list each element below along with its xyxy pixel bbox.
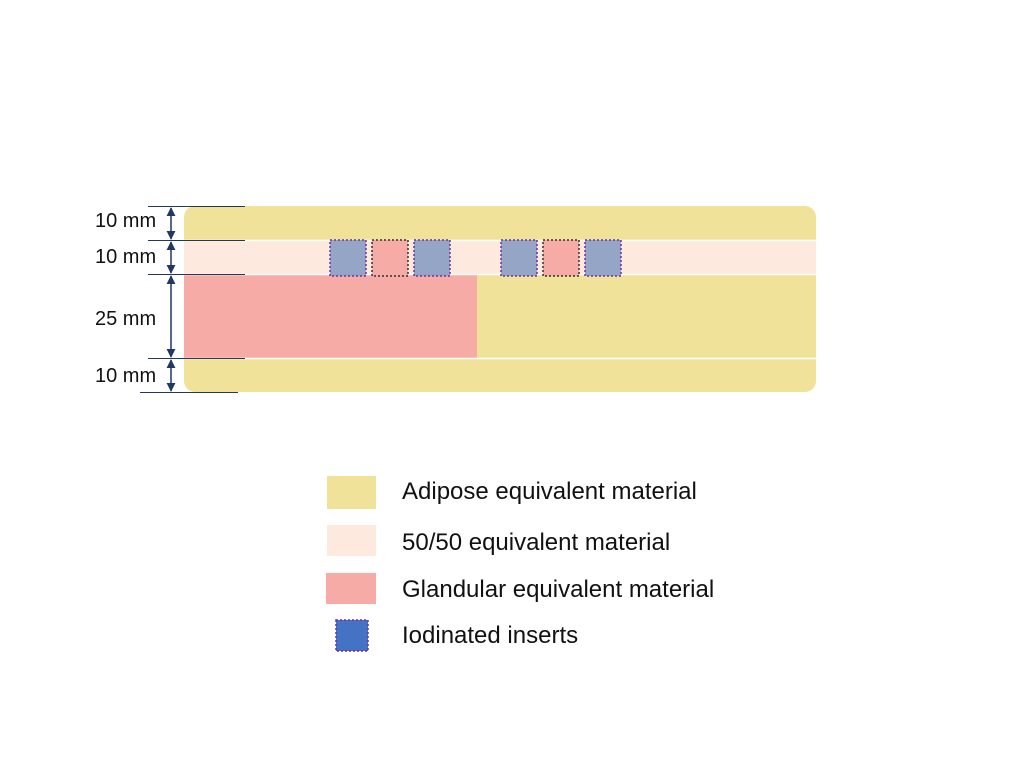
legend-label-glandular: Glandular equivalent material bbox=[402, 576, 714, 603]
iodinated-insert bbox=[500, 239, 538, 277]
bottom-adipose-layer bbox=[184, 359, 816, 392]
legend-swatch-glandular bbox=[326, 573, 376, 604]
iodinated-insert bbox=[329, 239, 367, 277]
dimension-label-top: 10 mm bbox=[95, 210, 156, 232]
dimension-guides bbox=[140, 206, 245, 393]
dimension-label-bottom: 10 mm bbox=[95, 365, 156, 387]
legend-swatch-adipose bbox=[327, 476, 376, 509]
dimension-label-middle: 25 mm bbox=[95, 308, 156, 330]
iodinated-insert bbox=[584, 239, 622, 277]
dimension-label-insert-layer: 10 mm bbox=[95, 246, 156, 268]
legend-swatch-iodinated bbox=[335, 619, 369, 652]
insert-layer bbox=[184, 241, 816, 274]
phantom bbox=[184, 206, 816, 392]
middle-adipose-region bbox=[477, 275, 816, 358]
iodinated-insert bbox=[413, 239, 451, 277]
legend: Adipose equivalent material 50/50 equiva… bbox=[326, 476, 714, 652]
fifty-fifty-insert bbox=[371, 239, 409, 277]
dimension-labels: 10 mm 10 mm 25 mm 10 mm bbox=[95, 210, 156, 387]
inserts-group bbox=[329, 239, 622, 277]
top-adipose-layer bbox=[184, 206, 816, 240]
legend-label-fifty-fifty: 50/50 equivalent material bbox=[402, 529, 670, 556]
legend-label-iodinated: Iodinated inserts bbox=[402, 622, 578, 649]
fifty-fifty-insert bbox=[542, 239, 580, 277]
legend-swatch-fifty-fifty bbox=[327, 525, 376, 556]
glandular-region bbox=[184, 275, 477, 358]
legend-label-adipose: Adipose equivalent material bbox=[402, 478, 697, 505]
